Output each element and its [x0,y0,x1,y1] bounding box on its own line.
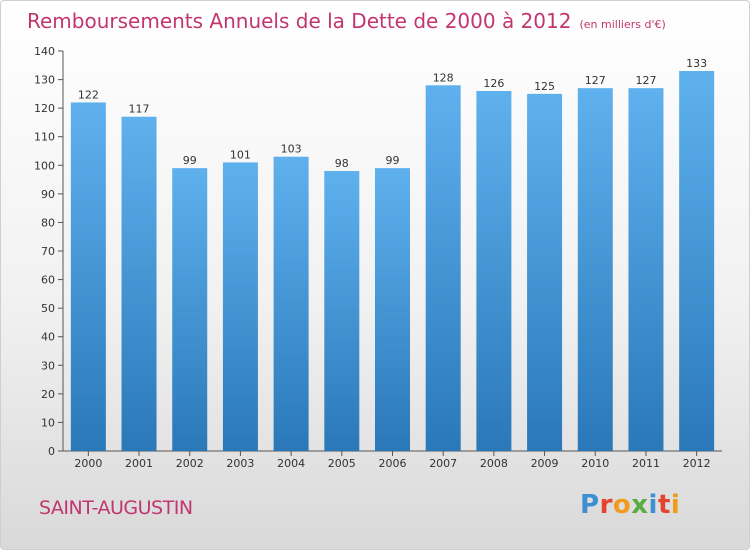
y-tick-label: 90 [41,188,55,201]
bar [172,168,208,451]
data-label: 99 [386,154,400,167]
x-tick-label: 2002 [176,457,204,470]
x-tick-label: 2011 [632,457,660,470]
x-tick-label: 2006 [379,457,407,470]
x-tick-label: 2004 [277,457,305,470]
y-tick-label: 140 [34,45,55,58]
x-tick-label: 2001 [125,457,153,470]
data-label: 128 [433,71,454,84]
bar [425,85,461,452]
data-label: 103 [281,143,302,156]
data-label: 101 [230,148,251,161]
data-label: 125 [534,80,555,93]
bar [375,168,410,451]
chart-title: Remboursements Annuels de la Dette de 20… [27,9,572,33]
y-tick-label: 30 [41,359,55,372]
x-tick-label: 2009 [531,457,559,470]
bar [121,116,157,451]
x-tick-label: 2012 [683,457,711,470]
y-tick-label: 10 [41,416,55,429]
y-tick-label: 40 [41,331,55,344]
proxiti-logo: Proxiti [580,490,681,520]
bar [70,102,106,451]
chart-subtitle: (en milliers d'€) [579,18,666,31]
bar [476,91,512,451]
bar [628,88,664,452]
bar [577,88,613,452]
commune-name: SAINT-AUGUSTIN [39,497,193,519]
y-tick-label: 60 [41,274,55,287]
y-tick-label: 110 [34,131,55,144]
bar [273,156,309,451]
x-tick-label: 2005 [328,457,356,470]
x-tick-label: 2007 [429,457,457,470]
bar [679,71,715,451]
data-label: 99 [183,154,197,167]
y-tick-label: 50 [41,302,55,315]
data-label: 98 [335,157,349,170]
bar [527,93,563,451]
x-tick-label: 2008 [480,457,508,470]
y-tick-label: 70 [41,245,55,258]
data-label: 127 [585,74,606,87]
y-tick-label: 0 [48,445,55,458]
y-tick-label: 20 [41,388,55,401]
bar [324,171,360,451]
x-tick-label: 2000 [74,457,102,470]
x-tick-label: 2010 [581,457,609,470]
chart-title-row: Remboursements Annuels de la Dette de 20… [27,9,666,33]
data-label: 122 [78,88,99,101]
data-label: 133 [686,57,707,70]
bar [222,162,258,451]
data-label: 126 [483,77,504,90]
y-tick-label: 120 [34,102,55,115]
data-label: 127 [635,74,656,87]
y-tick-label: 100 [34,159,55,172]
data-label: 117 [129,103,150,116]
y-tick-label: 80 [41,216,55,229]
y-tick-label: 130 [34,74,55,87]
x-tick-label: 2003 [226,457,254,470]
